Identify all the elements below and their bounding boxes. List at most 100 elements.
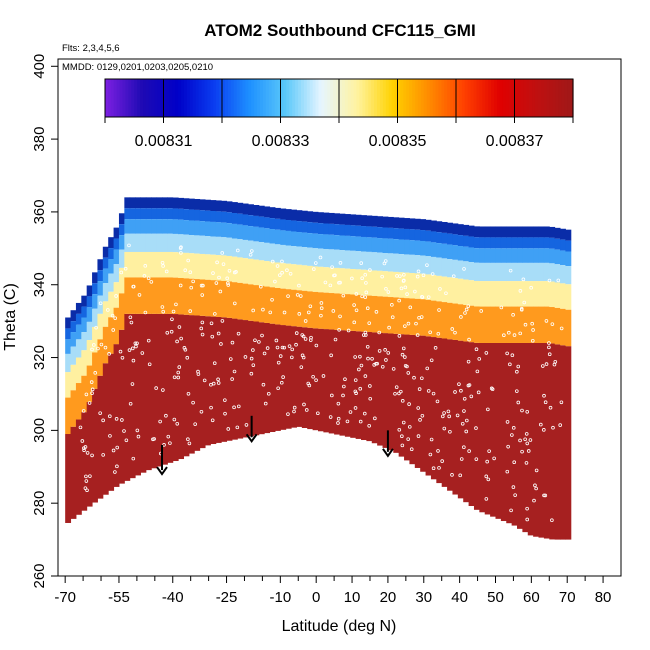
x-axis-title: Latitude (deg N): [282, 618, 397, 635]
field-cell: [183, 209, 190, 221]
field-cell: [274, 229, 281, 245]
sample-point: [363, 333, 368, 337]
sample-point: [294, 331, 299, 335]
field-cell: [533, 281, 540, 307]
colorbar-cell: [336, 79, 340, 117]
sample-point: [328, 415, 333, 419]
colorbar-cell: [303, 79, 308, 117]
sample-point: [99, 342, 104, 347]
field-cell: [420, 230, 427, 241]
field-cell: [253, 285, 260, 322]
sample-point: [459, 388, 463, 393]
field-cell: [334, 267, 340, 294]
field-cell: [468, 236, 475, 248]
field-cell: [81, 295, 88, 307]
field-cell: [237, 213, 244, 225]
sample-point: [147, 362, 152, 367]
sample-point: [177, 325, 182, 329]
field-cell: [291, 220, 297, 232]
sample-point: [354, 308, 359, 313]
colorbar-cell: [242, 79, 246, 117]
sample-point: [534, 468, 539, 473]
sample-point: [110, 313, 115, 318]
field-cell: [323, 329, 330, 433]
sample-point: [280, 345, 285, 350]
field-cell: [527, 281, 534, 307]
sample-point: [510, 433, 514, 437]
sample-point: [281, 375, 285, 379]
field-cell: [361, 331, 367, 441]
sample-point: [374, 361, 378, 366]
field-cell: [409, 298, 416, 335]
sample-point: [418, 418, 422, 422]
colorbar-cell: [224, 79, 229, 117]
sample-point: [391, 367, 396, 371]
colorbar-cell: [567, 79, 571, 117]
sample-point: [341, 393, 345, 398]
colorbar-cell: [327, 79, 331, 117]
sample-point: [261, 307, 265, 312]
sample-point: [403, 324, 407, 328]
field-cell: [280, 208, 287, 220]
sample-point: [128, 315, 133, 320]
field-cell: [172, 233, 179, 253]
field-cell: [334, 293, 340, 330]
field-cell: [221, 211, 228, 223]
field-cell: [172, 277, 179, 315]
field-cell: [517, 342, 523, 529]
field-cell: [312, 266, 319, 292]
field-cell: [124, 251, 131, 278]
sample-point: [405, 292, 409, 296]
field-cell: [92, 352, 98, 389]
field-cell: [371, 270, 378, 296]
sample-point: [209, 405, 213, 410]
field-cell: [81, 350, 88, 376]
field-cell: [382, 271, 389, 297]
sample-point: [374, 310, 379, 314]
field-cell: [382, 296, 389, 334]
field-cell: [517, 248, 523, 263]
sample-point: [318, 255, 323, 260]
sample-point: [507, 330, 511, 335]
field-cell: [178, 197, 185, 209]
sample-point: [354, 292, 359, 296]
sample-point: [519, 306, 524, 311]
field-cell: [436, 243, 443, 258]
sample-point: [393, 392, 397, 396]
sample-point: [399, 286, 404, 291]
field-cell: [172, 219, 179, 234]
field-cell: [350, 294, 357, 331]
x-axis: -70 -55 -40 -25 -10 0 10 20 30 40 50 60 70 80: [54, 576, 611, 606]
field-cell: [291, 289, 297, 327]
sample-point: [462, 267, 466, 271]
colorbar-cell: [456, 79, 460, 117]
sample-point: [90, 391, 94, 396]
colorbar-cell: [315, 79, 320, 117]
sample-point: [489, 386, 494, 391]
field-cell: [527, 262, 534, 282]
sample-point: [367, 424, 371, 428]
field-cell: [97, 375, 104, 499]
field-cell: [285, 220, 292, 231]
field-cell: [355, 236, 362, 252]
colorbar-cell: [210, 79, 214, 117]
field-cell: [124, 208, 131, 220]
field-cell: [86, 321, 93, 341]
sample-point: [131, 456, 136, 461]
sample-point: [306, 310, 311, 315]
sample-point: [212, 361, 217, 366]
y-axis-title: Theta (C): [2, 283, 19, 351]
sample-point: [330, 265, 334, 269]
field-cell: [151, 208, 158, 220]
sample-point: [262, 351, 267, 356]
sample-point: [303, 319, 308, 323]
field-cell: [430, 220, 437, 232]
field-cell: [81, 306, 88, 318]
sample-point: [338, 314, 342, 319]
field-cell: [307, 265, 314, 292]
field-cell: [317, 212, 324, 224]
field-cell: [473, 306, 480, 343]
field-cell: [199, 253, 206, 280]
sample-point: [213, 312, 217, 316]
sample-point: [101, 418, 105, 423]
